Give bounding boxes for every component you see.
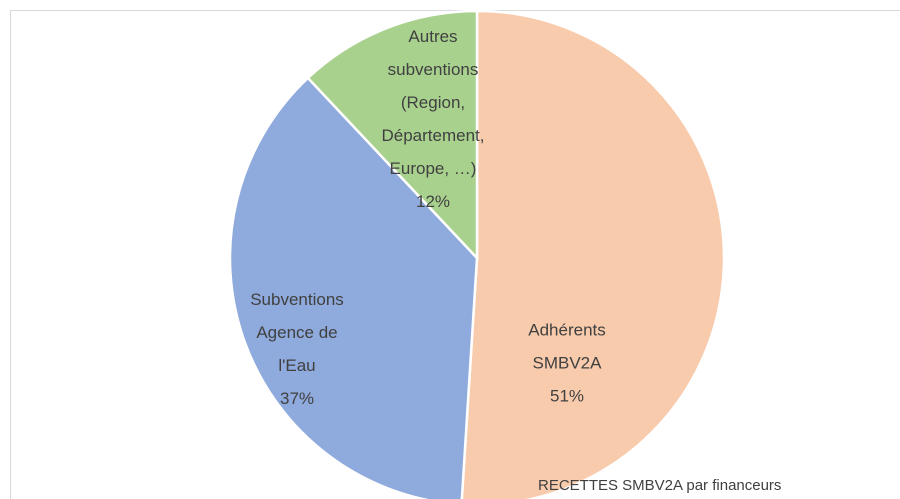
chart-title: RECETTES SMBV2A par financeurs [538, 477, 781, 494]
pie-slice [228, 76, 479, 499]
slice-label: Agence de [256, 323, 337, 342]
slice-label: Adhérents [528, 320, 606, 339]
slices [228, 9, 726, 499]
slice-label: Département, [382, 126, 485, 145]
pie-slice [306, 9, 479, 262]
slice-label: Autres [408, 27, 457, 46]
value-label: 37% [280, 389, 314, 408]
slice-label: Europe, …) [390, 159, 477, 178]
value-label: 51% [550, 386, 584, 405]
slice-label: SMBV2A [533, 353, 603, 372]
slice-label: subventions [388, 60, 479, 79]
slice-label: (Region, [401, 93, 465, 112]
slice-label: Subventions [250, 290, 344, 309]
slice-label: l'Eau [278, 356, 315, 375]
labels: Adhérents SMBV2A 51% Subventions Agence de l'… [250, 27, 606, 408]
pie-slice [460, 9, 726, 499]
value-label: 12% [416, 192, 450, 211]
